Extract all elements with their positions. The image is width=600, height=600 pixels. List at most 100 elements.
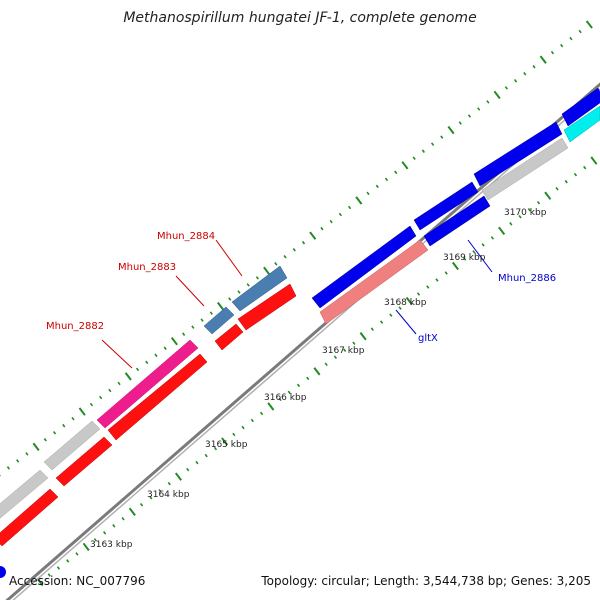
inner-minor-tick [343, 348, 347, 352]
inner-major-tick [267, 402, 275, 411]
gene-red-1[interactable] [0, 488, 59, 547]
outer-minor-tick [569, 36, 573, 41]
inner-minor-tick [121, 517, 125, 521]
outer-minor-tick [338, 212, 342, 217]
inner-minor-tick [112, 524, 116, 528]
tick-label-3165: 3165 kbp [205, 440, 248, 450]
tick-label-3169: 3169 kbp [443, 253, 486, 263]
outer-major-tick [401, 161, 409, 170]
inner-minor-tick [66, 559, 70, 563]
outer-minor-tick [486, 100, 490, 104]
gene-mhun-2882[interactable] [96, 339, 199, 429]
label-mhun-2886[interactable]: Mhun_2886 [498, 273, 556, 284]
gene-cyan-right[interactable] [563, 105, 600, 143]
gene-gltx[interactable] [319, 239, 429, 325]
tick-label-3167: 3167 kbp [322, 346, 365, 356]
gene-red-4[interactable] [214, 323, 244, 351]
inner-minor-tick [527, 208, 531, 212]
outer-minor-tick [532, 64, 536, 69]
inner-minor-tick [167, 481, 171, 486]
inner-major-tick [544, 191, 552, 200]
inner-minor-tick [195, 460, 199, 465]
outer-minor-tick [25, 452, 29, 456]
outer-minor-tick [62, 423, 66, 428]
inner-minor-tick [149, 495, 153, 500]
gene-blue-4[interactable] [561, 87, 600, 127]
outer-minor-tick [145, 360, 149, 365]
outer-minor-tick [108, 388, 112, 393]
inner-minor-tick [250, 418, 254, 423]
accession-text: Accession: NC_007796 [9, 574, 146, 588]
label-mhun-2884[interactable]: Mhun_2884 [157, 231, 215, 242]
outer-minor-tick [292, 247, 296, 252]
outer-minor-tick [375, 184, 379, 189]
tick-label-3168: 3168 kbp [384, 298, 427, 308]
genome-summary-text: Topology: circular; Length: 3,544,738 bp… [261, 574, 591, 588]
outer-minor-tick [274, 262, 278, 266]
outer-minor-tick [99, 395, 103, 400]
inner-minor-tick [509, 222, 513, 226]
outer-minor-tick [578, 29, 582, 34]
outer-minor-tick [43, 438, 47, 442]
gene-mhun-2884[interactable] [231, 265, 288, 312]
gene-blue-2[interactable] [413, 181, 479, 231]
gene-blue-edge[interactable] [0, 566, 6, 578]
outer-minor-tick [89, 402, 94, 407]
outer-major-tick [355, 196, 363, 205]
gene-block-gray-2[interactable] [43, 420, 101, 471]
inner-minor-tick [518, 215, 522, 219]
inner-minor-tick [213, 446, 218, 451]
inner-major-tick [221, 437, 229, 446]
outer-major-tick [32, 442, 40, 451]
outer-minor-tick [6, 466, 11, 470]
gene-block-gray-1[interactable] [0, 469, 49, 520]
map-title: Methanospirillum hungatei JF-1, complete… [123, 10, 477, 26]
gene-gray-right[interactable] [481, 137, 569, 201]
inner-minor-tick [232, 432, 236, 437]
outer-minor-tick [366, 191, 370, 196]
inner-minor-tick [536, 200, 541, 205]
inner-major-tick [313, 367, 321, 376]
outer-minor-tick [560, 43, 564, 48]
outer-minor-tick [430, 142, 435, 146]
gene-red-2[interactable] [55, 436, 113, 487]
outer-minor-tick [163, 346, 167, 351]
inner-minor-tick [352, 341, 356, 345]
inner-major-tick [359, 332, 367, 341]
inner-minor-tick [573, 172, 578, 177]
gene-blue-3[interactable] [473, 121, 563, 187]
label-mhun-2882[interactable]: Mhun_2882 [46, 321, 104, 332]
outer-minor-tick [228, 297, 232, 301]
lower-track-left [0, 283, 297, 578]
outer-major-tick [493, 90, 501, 100]
gene-red-3[interactable] [107, 353, 208, 441]
outer-major-tick [216, 301, 225, 311]
outer-major-tick [78, 407, 86, 416]
inner-major-tick [82, 542, 90, 552]
inner-minor-tick [204, 453, 208, 458]
inner-minor-tick [463, 257, 467, 261]
gene-blue-1[interactable] [311, 225, 417, 309]
outer-minor-tick [523, 72, 527, 76]
label-mhun-2883[interactable]: Mhun_2883 [118, 262, 176, 273]
connector-mhun-2884 [215, 239, 243, 277]
gene-mhun-2883[interactable] [203, 306, 235, 335]
inner-minor-tick [426, 285, 430, 289]
tick-label-3163: 3163 kbp [90, 540, 133, 550]
inner-minor-tick [278, 397, 282, 402]
inner-major-tick [498, 226, 506, 236]
outer-minor-tick [154, 353, 158, 358]
outer-minor-tick [384, 177, 389, 182]
inner-minor-tick [158, 488, 162, 493]
inner-minor-tick [259, 411, 264, 416]
outer-minor-tick [246, 283, 250, 287]
gene-mhun-2886[interactable] [423, 195, 491, 247]
gene-labels: Mhun_2882 Mhun_2883 Mhun_2884 gltX Mhun_… [46, 231, 556, 344]
label-gltx[interactable]: gltX [418, 333, 438, 344]
gene-red-5[interactable] [237, 283, 297, 331]
inner-minor-tick [296, 383, 301, 388]
outer-minor-tick [394, 170, 398, 175]
outer-major-tick [585, 20, 593, 29]
connector-gltx [395, 309, 417, 335]
